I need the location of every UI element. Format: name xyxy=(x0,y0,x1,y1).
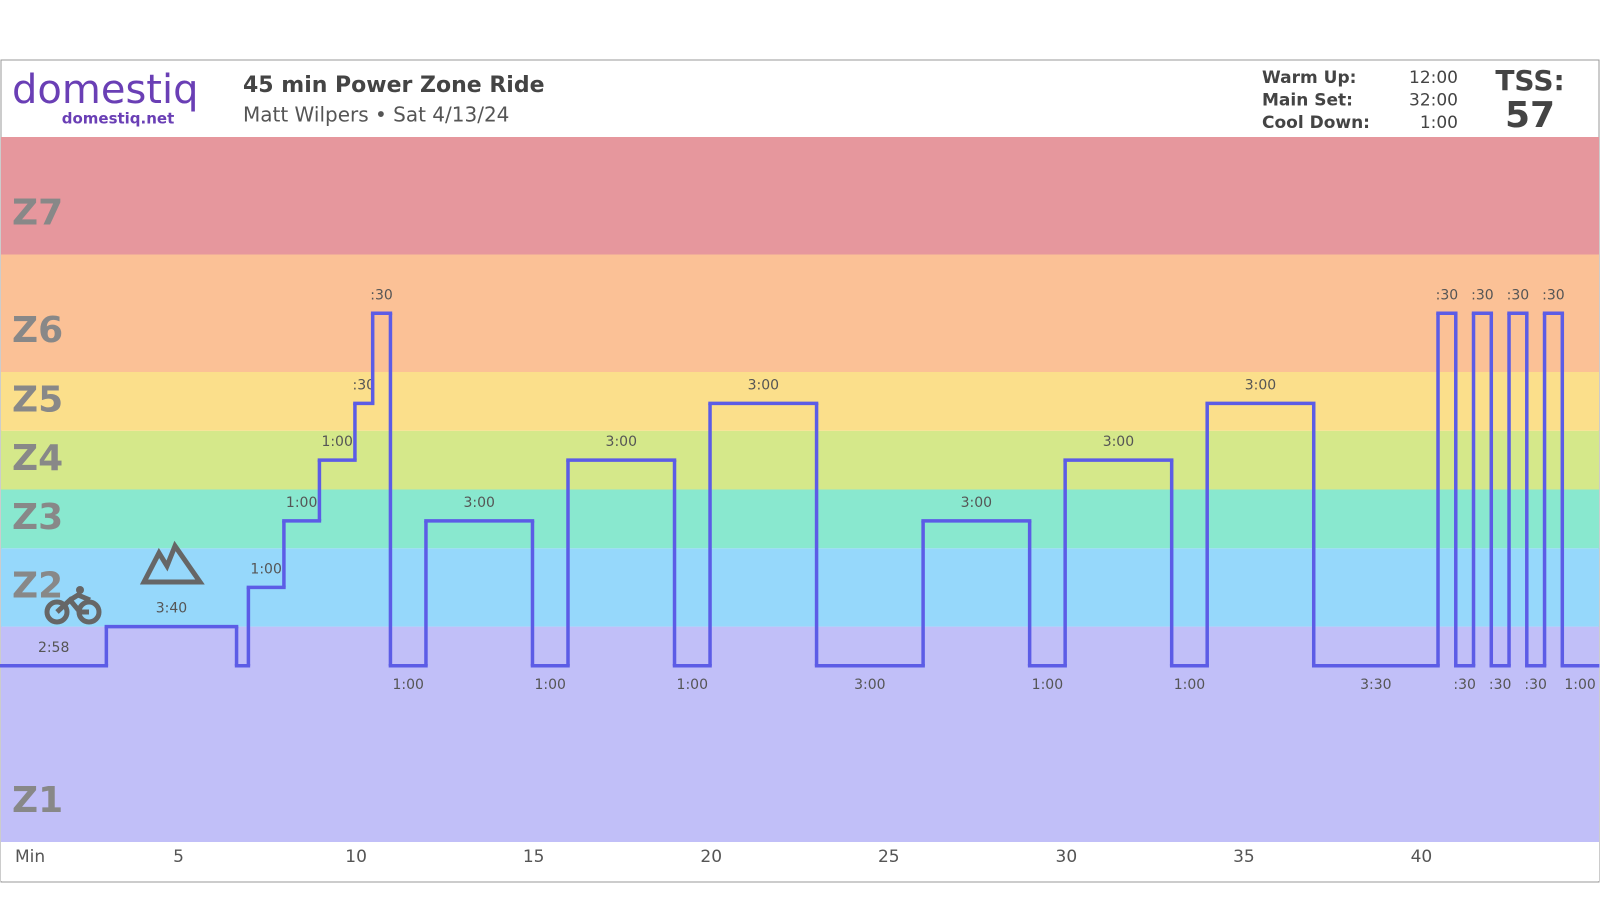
zone-label: Z7 xyxy=(12,193,63,234)
zone-label: Z6 xyxy=(12,310,63,351)
x-axis-bar xyxy=(1,842,1599,881)
duration-label: 3:00 xyxy=(1245,377,1276,393)
x-tick-label: 35 xyxy=(1233,847,1255,867)
bike-icon xyxy=(76,586,84,594)
tss-label: TSS: xyxy=(1495,64,1564,97)
duration-label: 1:00 xyxy=(1032,677,1063,693)
x-tick-label: 5 xyxy=(173,847,184,867)
zone-band xyxy=(1,254,1599,372)
duration-label: 1:00 xyxy=(250,561,281,577)
duration-label: 3:00 xyxy=(463,495,494,511)
duration-label: 3:30 xyxy=(1360,677,1391,693)
climb-icon xyxy=(139,540,205,585)
zone-band xyxy=(1,548,1599,627)
duration-label: :30 xyxy=(1507,287,1530,303)
x-tick-label: 30 xyxy=(1056,847,1078,867)
summary-label: Warm Up: xyxy=(1262,68,1356,88)
duration-label: 3:00 xyxy=(961,495,992,511)
zone-band xyxy=(1,626,1599,842)
duration-label: 1:00 xyxy=(286,495,317,511)
subtitle: Matt Wilpers • Sat 4/13/24 xyxy=(243,103,509,127)
x-tick-label: 15 xyxy=(523,847,545,867)
duration-label: 3:40 xyxy=(156,601,187,617)
duration-label: 1:00 xyxy=(535,677,566,693)
duration-label: :30 xyxy=(353,377,376,393)
zone-label: Z2 xyxy=(12,565,63,606)
zone-band xyxy=(1,489,1599,549)
x-tick-label: 40 xyxy=(1411,847,1433,867)
zone-label: Z1 xyxy=(12,780,63,821)
title: 45 min Power Zone Ride xyxy=(243,73,545,98)
duration-label: 1:00 xyxy=(392,677,423,693)
x-tick-label: 10 xyxy=(345,847,367,867)
duration-label: :30 xyxy=(1489,677,1512,693)
summary-value: 32:00 xyxy=(1409,91,1458,111)
duration-label: 3:00 xyxy=(748,377,779,393)
summary-label: Main Set: xyxy=(1262,91,1353,111)
zone-band xyxy=(1,430,1599,490)
zone-label: Z3 xyxy=(12,497,63,538)
zone-band xyxy=(1,137,1599,255)
icons xyxy=(44,540,205,625)
duration-label: :30 xyxy=(1436,287,1459,303)
x-axis-label: Min xyxy=(15,847,45,867)
summary-label: Cool Down: xyxy=(1262,113,1370,133)
plot: Z1 Z2 Z3 Z4 Z5 Z6 Z7 Min 5 10 15 20 25 30 35 40 2:58 3:40… xyxy=(0,137,1600,881)
duration-label: 1:00 xyxy=(1174,677,1205,693)
x-tick-label: 25 xyxy=(878,847,900,867)
logo-url: domestiq.net xyxy=(62,110,175,128)
duration-label: :30 xyxy=(1471,287,1494,303)
duration-label: :30 xyxy=(1542,287,1565,303)
bike-icon xyxy=(55,592,91,615)
x-tick-label: 20 xyxy=(700,847,722,867)
duration-label: :30 xyxy=(370,287,393,303)
zone-label: Z4 xyxy=(12,438,63,479)
zone-label: Z5 xyxy=(12,379,63,420)
logo: domestiq xyxy=(12,67,198,113)
duration-label: 2:58 xyxy=(38,640,69,656)
duration-label: :30 xyxy=(1453,677,1476,693)
duration-label: 1:00 xyxy=(677,677,708,693)
duration-label: :30 xyxy=(1524,677,1547,693)
duration-label: 3:00 xyxy=(1103,434,1134,450)
duration-label: 1:00 xyxy=(321,434,352,450)
tss-value: 57 xyxy=(1505,95,1555,136)
duration-label: 3:00 xyxy=(606,434,637,450)
summary-value: 1:00 xyxy=(1420,113,1458,133)
duration-label: 1:00 xyxy=(1564,677,1595,693)
zone-band xyxy=(1,372,1599,431)
summary-value: 12:00 xyxy=(1409,68,1458,88)
bike-icon xyxy=(44,599,70,625)
duration-label: 3:00 xyxy=(854,677,885,693)
